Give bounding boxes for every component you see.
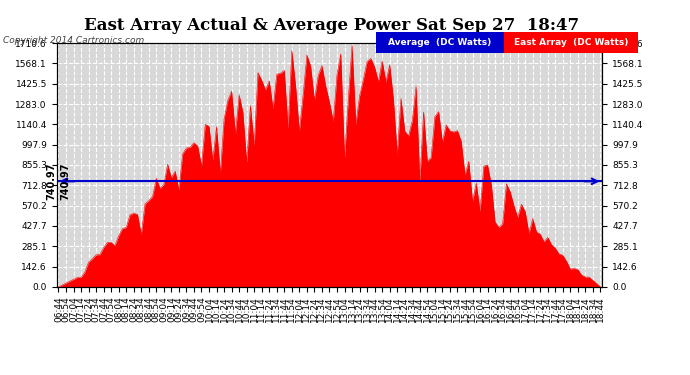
Text: Average  (DC Watts): Average (DC Watts) bbox=[388, 38, 491, 47]
Text: 740.97: 740.97 bbox=[47, 162, 57, 200]
Text: East Array  (DC Watts): East Array (DC Watts) bbox=[514, 38, 628, 47]
Text: 740.97: 740.97 bbox=[60, 162, 70, 200]
Text: Copyright 2014 Cartronics.com: Copyright 2014 Cartronics.com bbox=[3, 36, 145, 45]
Text: East Array Actual & Average Power Sat Sep 27  18:47: East Array Actual & Average Power Sat Se… bbox=[83, 17, 579, 34]
